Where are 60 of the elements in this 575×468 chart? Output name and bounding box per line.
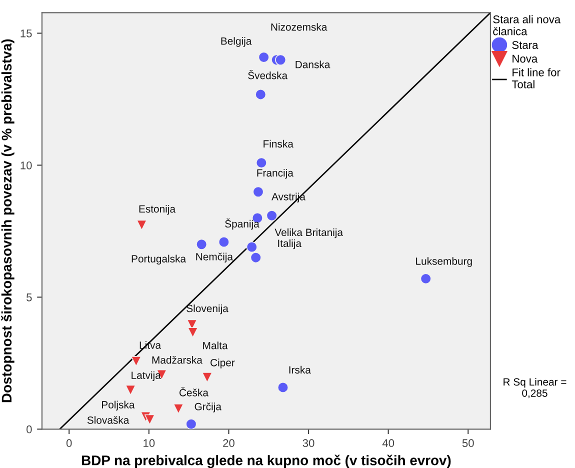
- point: [255, 88, 266, 100]
- annotation: Poljska: [102, 400, 135, 410]
- annotation: Irska: [289, 366, 311, 374]
- annotation: Madžarska: [152, 356, 202, 364]
- annotation: Luksemburg: [416, 257, 472, 267]
- annotation: Finska: [264, 140, 294, 148]
- annotation: Češka: [179, 387, 208, 396]
- y-tick-label: 5: [26, 294, 32, 302]
- y-tick-label: 0: [26, 425, 32, 434]
- annotation: Švedska: [248, 70, 288, 80]
- text: R Sq Linear = 0,285: [504, 378, 566, 398]
- point: [186, 418, 197, 430]
- y-tick-label: 10: [20, 161, 32, 170]
- x-tick-label: 0: [66, 439, 72, 448]
- annotation: Malta: [203, 342, 228, 350]
- point: [125, 384, 136, 396]
- annotation: Španija: [225, 218, 260, 230]
- x-tick-label: 50: [462, 439, 474, 448]
- annotation: Latvija: [132, 371, 161, 382]
- annotation: Ciper: [210, 358, 235, 368]
- annotation: Danska: [296, 60, 330, 68]
- annotation: Belgija: [221, 37, 252, 47]
- annotation: Estonija: [139, 204, 176, 215]
- point: [144, 414, 156, 425]
- point: [130, 356, 142, 367]
- point: [136, 220, 148, 230]
- legend-label: Fit line for Total: [512, 68, 560, 88]
- point: [256, 157, 268, 168]
- annotation: Slovaška: [87, 416, 130, 424]
- annotation: Velika Britanija: [274, 228, 343, 238]
- x-tick-label: 40: [382, 439, 394, 448]
- legend-label: Nova: [512, 54, 538, 63]
- annotation: Slovenija: [186, 304, 228, 314]
- annotation: Nizozemska: [271, 23, 328, 31]
- point: [187, 327, 198, 338]
- point: [258, 52, 270, 63]
- point: [246, 241, 258, 253]
- x-tick-label: 10: [144, 439, 155, 448]
- point: [277, 382, 289, 394]
- legend-label: Stara: [512, 41, 538, 49]
- point: [250, 252, 262, 264]
- point: [202, 372, 212, 383]
- annotation: Italija: [278, 239, 302, 250]
- point: [196, 238, 208, 250]
- point: [218, 236, 230, 248]
- y-tick-label: 15: [20, 30, 32, 38]
- y-axis-title: Dostopnost širokopasovnih povezav (v % prebivalstva): [1, 39, 14, 402]
- x-tick-label: 30: [302, 439, 314, 448]
- x-axis-title: BDP na prebivalca glede na kupno moč (v tisočih evrov): [82, 454, 451, 468]
- annotation: Portugalska: [132, 254, 186, 265]
- x-tick-label: 20: [223, 439, 234, 448]
- annotation: Nemčija: [196, 252, 233, 262]
- point: [275, 54, 286, 66]
- legend-title: Stara ali nova članica: [493, 15, 561, 36]
- point: [266, 210, 278, 222]
- annotation: Grčija: [194, 402, 222, 412]
- point: [420, 273, 432, 284]
- point: [252, 186, 264, 198]
- annotation: Francija: [257, 168, 294, 179]
- point: [173, 404, 184, 414]
